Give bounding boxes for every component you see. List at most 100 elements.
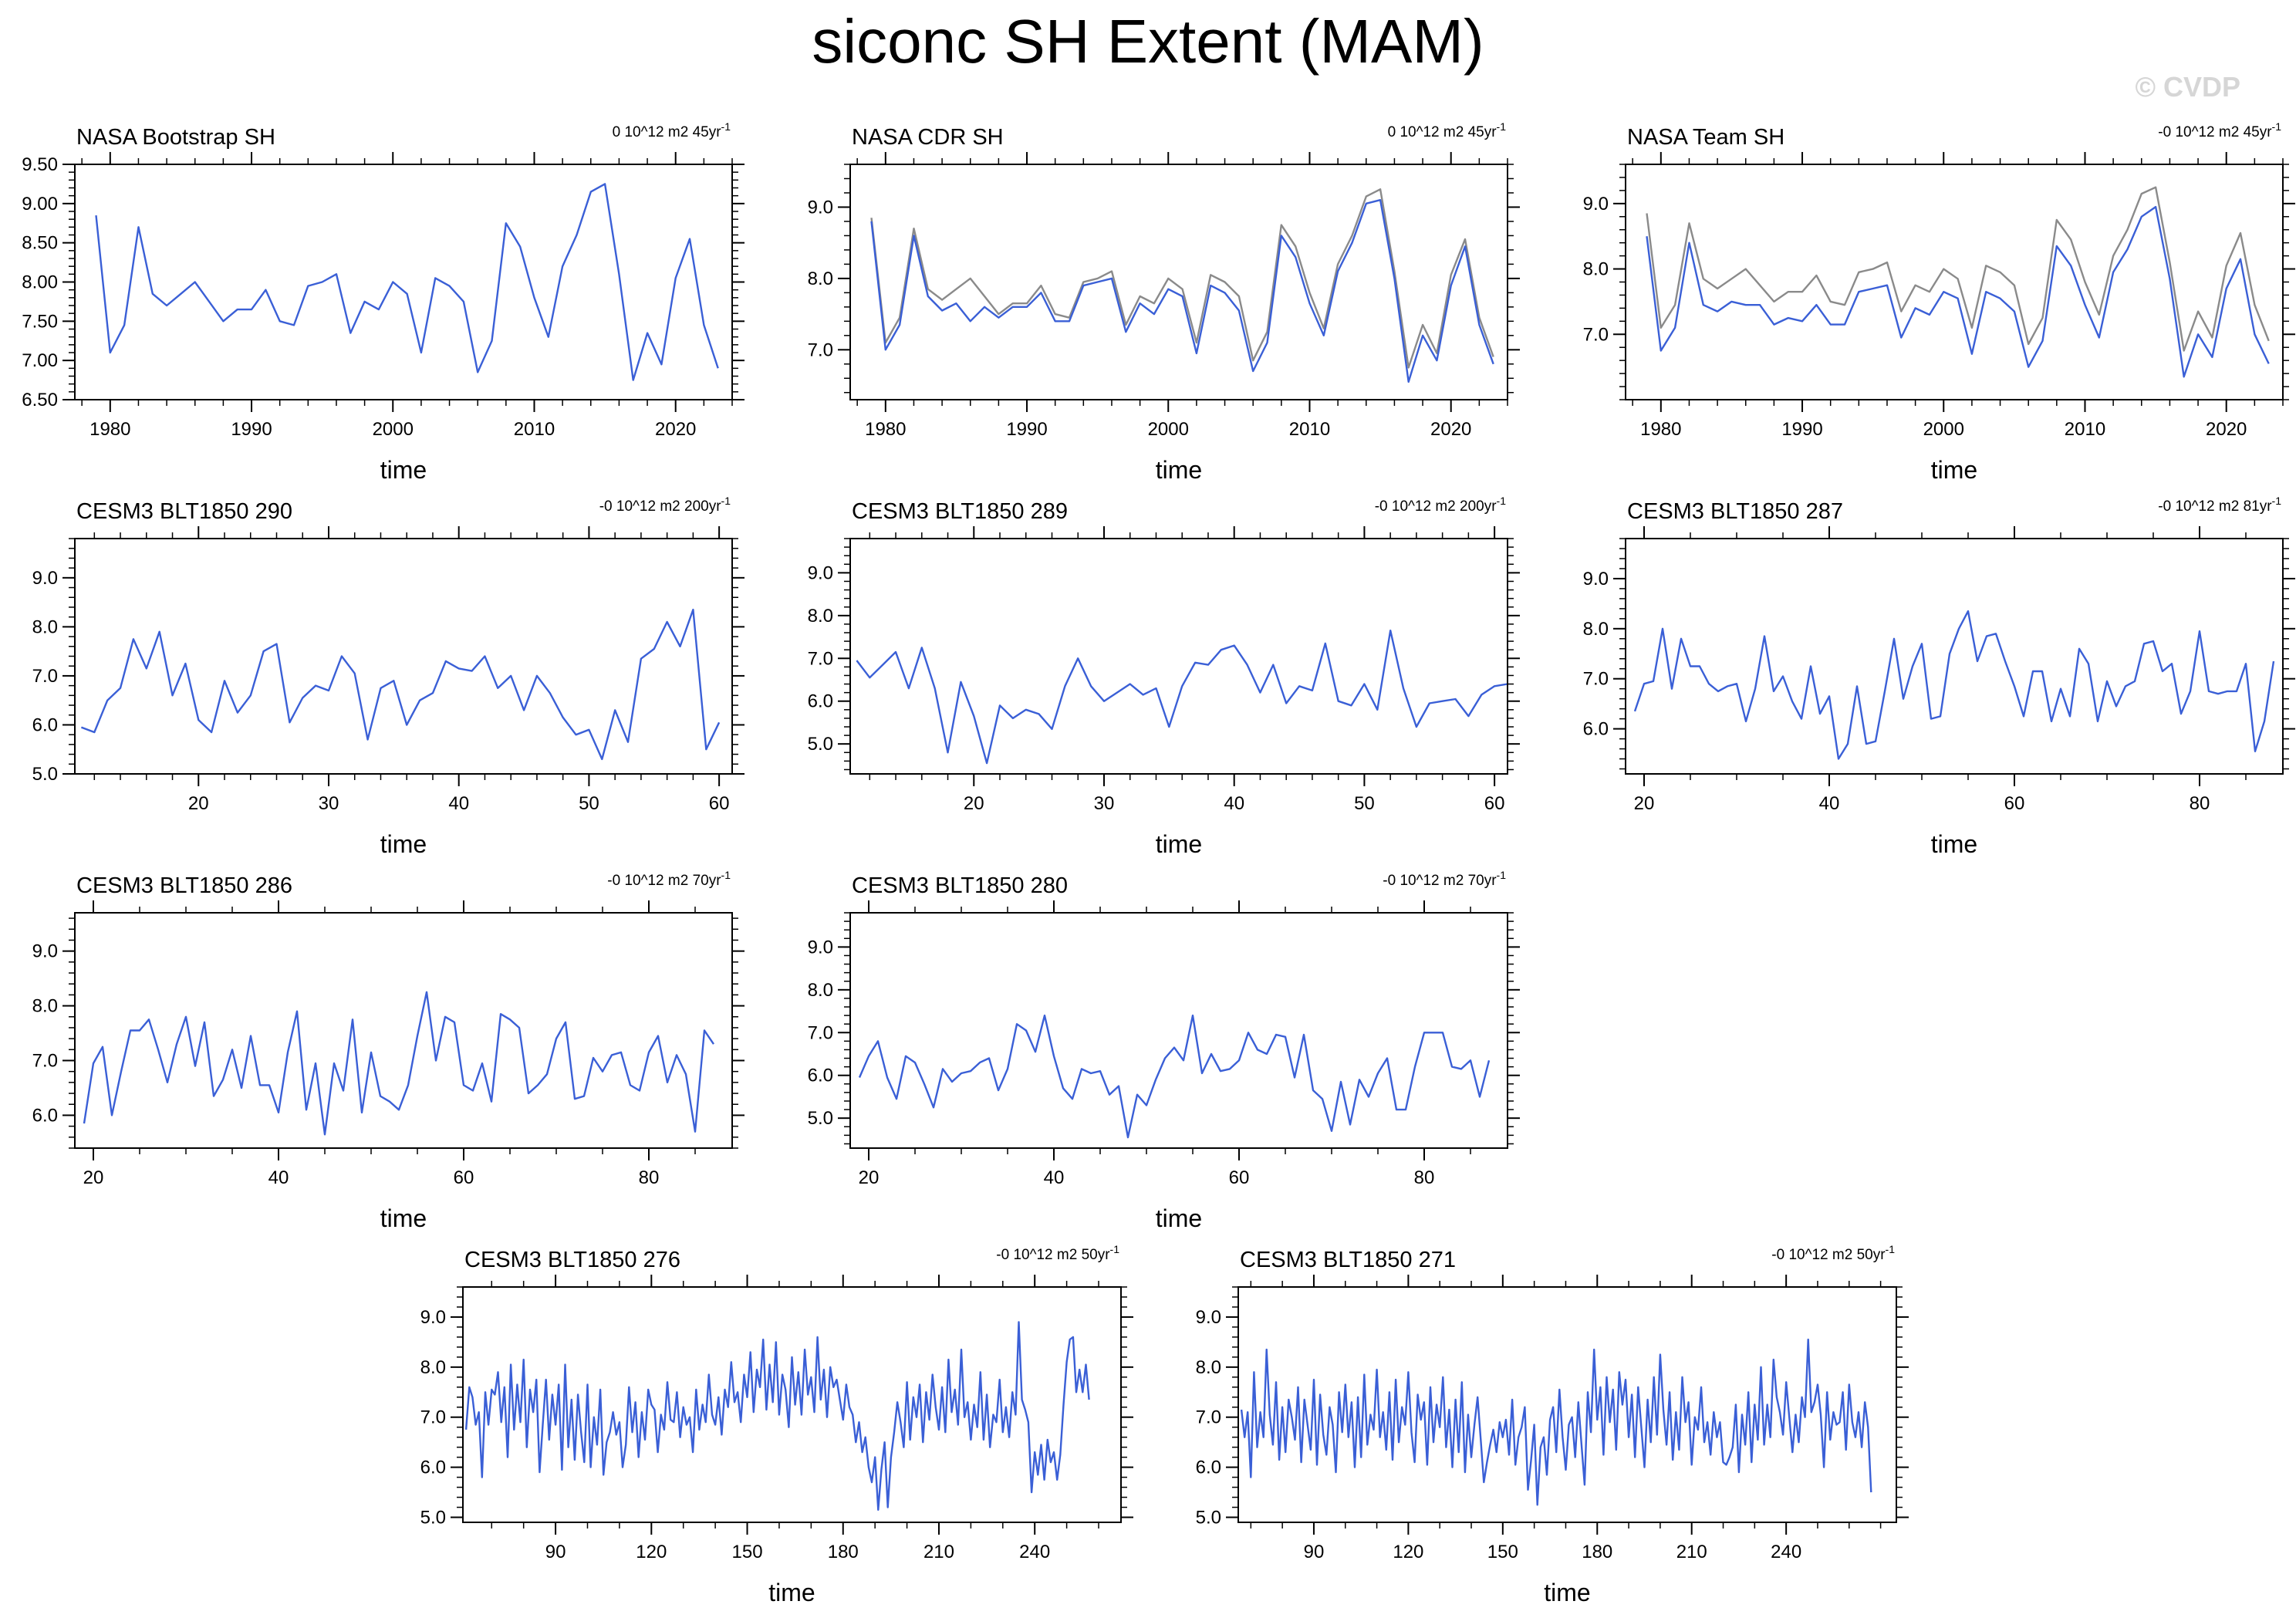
y-tick-label: 9.0	[420, 1307, 446, 1328]
x-tick-label: 120	[1393, 1542, 1423, 1562]
trend-text: -0 10^12 m2 70yr	[607, 873, 721, 889]
chart-panel-3: NASA Team SH -0 10^12 m2 45yr-1 1980 1990 20…	[1583, 120, 2295, 484]
panel-title: NASA Bootstrap SH	[76, 125, 275, 150]
x-tick-label: 150	[1487, 1542, 1518, 1562]
x-tick-label: 210	[923, 1542, 954, 1562]
plot-frame	[462, 1286, 1122, 1523]
trend-label: -0 10^12 m2 200yr-1	[599, 495, 731, 515]
x-tick-label: 40	[268, 1167, 289, 1188]
trend-superscript: -1	[1886, 1243, 1896, 1255]
y-tick-label: 9.0	[808, 562, 833, 583]
trend-text: -0 10^12 m2 45yr	[2158, 124, 2272, 140]
y-tick-label: 7.0	[32, 1051, 58, 1072]
x-tick-label: 240	[1771, 1542, 1801, 1562]
y-tick-label: 7.0	[32, 666, 58, 687]
trend-superscript: -1	[721, 869, 731, 881]
plot-frame	[74, 164, 733, 400]
trend-label: 0 10^12 m2 45yr-1	[613, 120, 731, 140]
x-tick-label: 2000	[1923, 419, 1964, 440]
x-axis-label: time	[1544, 1579, 1590, 1606]
chart-panel-10: CESM3 BLT1850 271 -0 10^12 m2 50yr-1 90 120…	[1196, 1243, 1909, 1606]
x-tick-label: 20	[859, 1167, 880, 1188]
chart-panel-2: NASA CDR SH 0 10^12 m2 45yr-1 1980 1990 2000…	[808, 120, 1520, 484]
x-tick-label: 90	[545, 1542, 566, 1562]
trend-text: -0 10^12 m2 81yr	[2158, 498, 2272, 515]
x-tick-label: 60	[1484, 793, 1505, 814]
series-line-reference	[870, 188, 1494, 369]
y-tick-label: 7.0	[808, 1022, 833, 1043]
plot-frame	[74, 912, 733, 1149]
series-line-main	[83, 991, 714, 1136]
y-tick-label: 7.0	[808, 648, 833, 669]
plot-frame	[849, 912, 1508, 1149]
y-tick-label: 5.0	[1196, 1508, 1221, 1528]
x-axis-label: time	[1156, 456, 1202, 484]
y-tick-label: 5.0	[420, 1508, 446, 1528]
y-tick-label: 8.0	[420, 1357, 446, 1378]
x-tick-label: 1990	[1781, 419, 1822, 440]
y-tick-label: 5.0	[32, 764, 58, 785]
x-axis-label: time	[380, 456, 427, 484]
x-tick-label: 20	[1634, 793, 1655, 814]
panel-title: NASA Team SH	[1627, 125, 1784, 150]
x-tick-label: 20	[188, 793, 209, 814]
series-line-main	[856, 630, 1508, 765]
y-tick-label: 9.0	[808, 197, 833, 218]
y-tick-label: 8.0	[808, 606, 833, 627]
series-line-reference	[1646, 186, 2270, 352]
x-tick-label: 1990	[231, 419, 272, 440]
trend-superscript: -1	[1497, 869, 1507, 881]
x-axis-label: time	[380, 1204, 427, 1232]
trend-label: -0 10^12 m2 50yr-1	[1771, 1243, 1895, 1263]
trend-superscript: -1	[721, 120, 731, 133]
trend-label: 0 10^12 m2 45yr-1	[1388, 120, 1507, 140]
y-tick-label: 7.0	[1196, 1407, 1221, 1428]
y-tick-label: 6.0	[808, 1066, 833, 1086]
series-line-main	[1646, 205, 2270, 378]
y-tick-label: 8.0	[32, 616, 58, 637]
y-tick-label: 6.0	[420, 1458, 446, 1478]
trend-label: -0 10^12 m2 50yr-1	[996, 1243, 1119, 1263]
panel-title: CESM3 BLT1850 271	[1240, 1248, 1456, 1272]
plot-frame	[849, 164, 1508, 400]
x-tick-label: 80	[2190, 793, 2210, 814]
x-axis-label: time	[380, 830, 427, 858]
trend-text: -0 10^12 m2 50yr	[996, 1247, 1110, 1263]
y-tick-label: 9.0	[32, 941, 58, 962]
x-tick-label: 180	[1582, 1542, 1612, 1562]
trend-text: -0 10^12 m2 70yr	[1383, 873, 1497, 889]
y-tick-label: 7.0	[420, 1407, 446, 1428]
x-tick-label: 150	[732, 1542, 763, 1562]
x-tick-label: 210	[1676, 1542, 1707, 1562]
x-tick-label: 1980	[1640, 419, 1681, 440]
x-tick-label: 1980	[865, 419, 906, 440]
trend-superscript: -1	[721, 495, 731, 507]
x-tick-label: 40	[1044, 1167, 1065, 1188]
chart-panel-6: CESM3 BLT1850 287 -0 10^12 m2 81yr-1 20 40 6…	[1583, 495, 2295, 858]
y-tick-label: 6.50	[22, 390, 58, 410]
x-tick-label: 60	[2004, 793, 2025, 814]
y-tick-label: 9.0	[1583, 194, 1609, 214]
plot-frame	[1625, 164, 2284, 400]
x-tick-label: 50	[1354, 793, 1375, 814]
trend-superscript: -1	[1497, 120, 1507, 133]
y-tick-label: 6.0	[808, 691, 833, 712]
y-tick-label: 7.0	[808, 339, 833, 360]
x-tick-label: 2010	[2065, 419, 2105, 440]
trend-superscript: -1	[2272, 495, 2282, 507]
x-tick-label: 60	[454, 1167, 474, 1188]
x-tick-label: 2010	[514, 419, 555, 440]
y-tick-label: 8.00	[22, 272, 58, 293]
y-tick-label: 6.0	[1583, 719, 1609, 740]
trend-superscript: -1	[2272, 120, 2282, 133]
y-tick-label: 9.00	[22, 194, 58, 214]
x-tick-label: 90	[1304, 1542, 1325, 1562]
x-tick-label: 20	[964, 793, 984, 814]
x-tick-label: 60	[1229, 1167, 1250, 1188]
panel-title: CESM3 BLT1850 287	[1627, 499, 1843, 524]
y-tick-label: 7.50	[22, 311, 58, 332]
y-tick-label: 9.0	[32, 568, 58, 589]
series-line-main	[1240, 1338, 1872, 1506]
trend-text: 0 10^12 m2 45yr	[613, 124, 722, 140]
